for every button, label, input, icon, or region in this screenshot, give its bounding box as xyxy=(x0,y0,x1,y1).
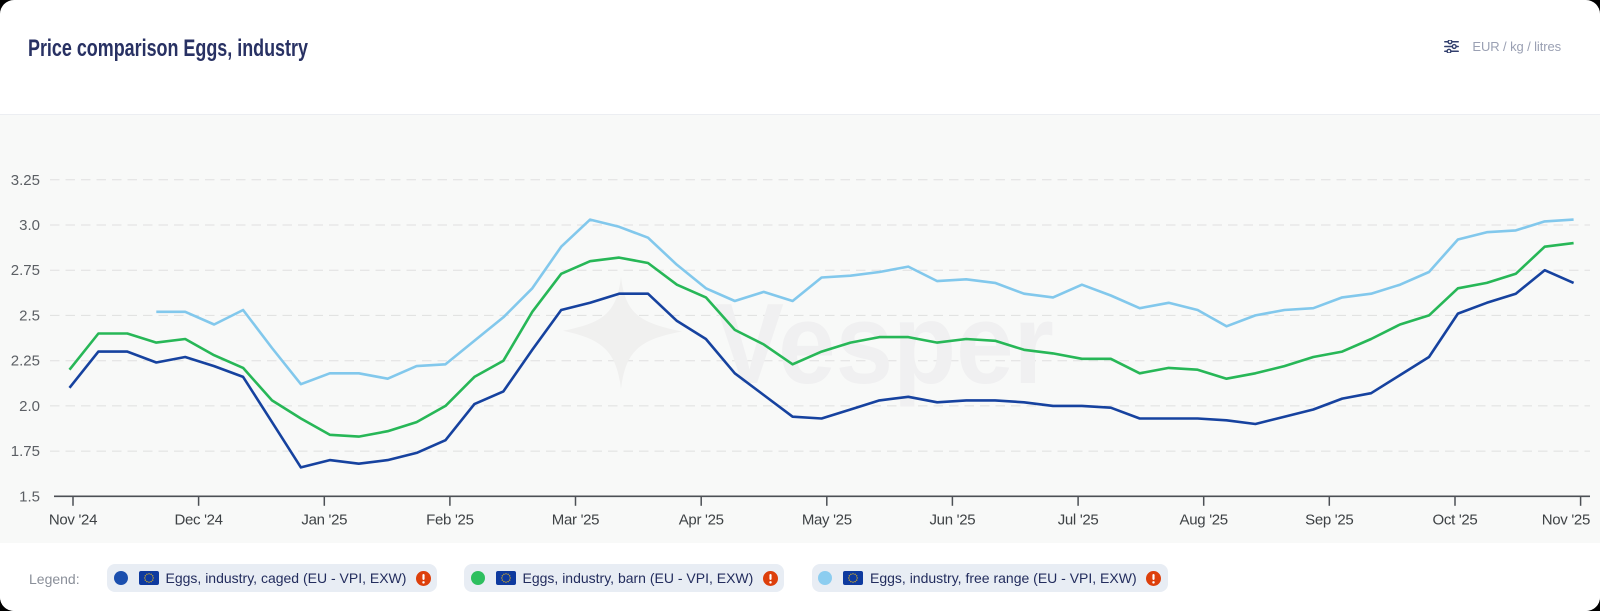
svg-text:Nov '24: Nov '24 xyxy=(49,511,97,528)
svg-text:2.5: 2.5 xyxy=(19,307,40,324)
svg-text:May '25: May '25 xyxy=(802,511,852,528)
svg-text:1.5: 1.5 xyxy=(19,488,40,505)
svg-text:1.75: 1.75 xyxy=(11,443,40,460)
svg-text:Jun '25: Jun '25 xyxy=(929,511,975,528)
svg-text:Vesper: Vesper xyxy=(715,281,1054,408)
svg-text:3.25: 3.25 xyxy=(11,172,40,189)
svg-text:2.25: 2.25 xyxy=(11,353,40,370)
svg-text:3.0: 3.0 xyxy=(19,217,40,234)
svg-text:Nov '25: Nov '25 xyxy=(1542,511,1590,528)
svg-text:Jan '25: Jan '25 xyxy=(301,511,347,528)
svg-text:2.0: 2.0 xyxy=(19,398,40,415)
svg-text:Jul '25: Jul '25 xyxy=(1058,511,1099,528)
svg-text:Oct '25: Oct '25 xyxy=(1433,511,1478,528)
svg-text:Mar '25: Mar '25 xyxy=(552,511,599,528)
svg-text:Apr '25: Apr '25 xyxy=(679,511,724,528)
svg-text:Aug '25: Aug '25 xyxy=(1180,511,1228,528)
svg-text:Sep '25: Sep '25 xyxy=(1305,511,1353,528)
svg-text:2.75: 2.75 xyxy=(11,262,40,279)
svg-text:Dec '24: Dec '24 xyxy=(174,511,222,528)
svg-text:Feb '25: Feb '25 xyxy=(426,511,473,528)
